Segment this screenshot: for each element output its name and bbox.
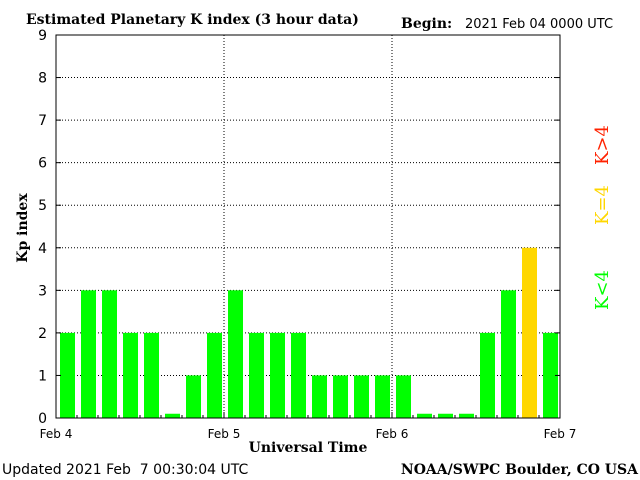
kp-bar [501,290,516,418]
kp-bar [543,332,558,418]
kp-bar [186,375,201,418]
y-tick-label: 8 [38,71,47,87]
x-tick-label: Feb 4 [40,427,73,441]
x-tick-label: Feb 5 [208,427,241,441]
kp-bar [291,332,306,418]
kp-bar [60,332,75,418]
kp-bar [522,247,537,418]
y-axis-label: Kp index [15,193,31,263]
kp-bar [228,290,243,418]
x-axis-label: Universal Time [249,440,368,456]
y-tick-label: 1 [38,368,47,384]
y-tick-label: 7 [38,113,47,129]
kp-bar [354,375,369,418]
chart-title: Estimated Planetary K index (3 hour data… [26,12,359,28]
kp-bar [249,332,264,418]
y-tick-label: 4 [38,241,47,257]
kp-bar [102,290,117,418]
y-tick-label: 0 [38,411,47,427]
y-tick-label: 3 [38,283,47,299]
x-tick-label: Feb 7 [544,427,577,441]
legend-entry: K=4 [592,185,613,225]
kp-bar [207,332,222,418]
x-tick-label: Feb 6 [376,427,409,441]
begin-value: 2021 Feb 04 0000 UTC [465,17,613,32]
kp-bar [459,413,474,418]
kp-bar [144,332,159,418]
kp-bar [333,375,348,418]
kp-bar [375,375,390,418]
kp-bar [396,375,411,418]
y-tick-label: 6 [38,156,47,172]
kp-bar [438,413,453,418]
kp-bar [480,332,495,418]
kp-bar [123,332,138,418]
begin-label: Begin: [401,16,452,32]
y-tick-label: 5 [38,198,47,214]
updated-timestamp: Updated 2021 Feb 7 00:30:04 UTC [2,462,248,478]
legend-entry: K<4 [592,270,613,310]
kp-bar [270,332,285,418]
kp-bar [417,413,432,418]
kp-bar [312,375,327,418]
kp-bar [165,413,180,418]
legend-entry: K>4 [592,125,613,165]
y-tick-label: 2 [38,326,47,342]
kp-bar [81,290,96,418]
source-credit: NOAA/SWPC Boulder, CO USA [401,462,639,478]
y-tick-label: 9 [38,28,47,44]
